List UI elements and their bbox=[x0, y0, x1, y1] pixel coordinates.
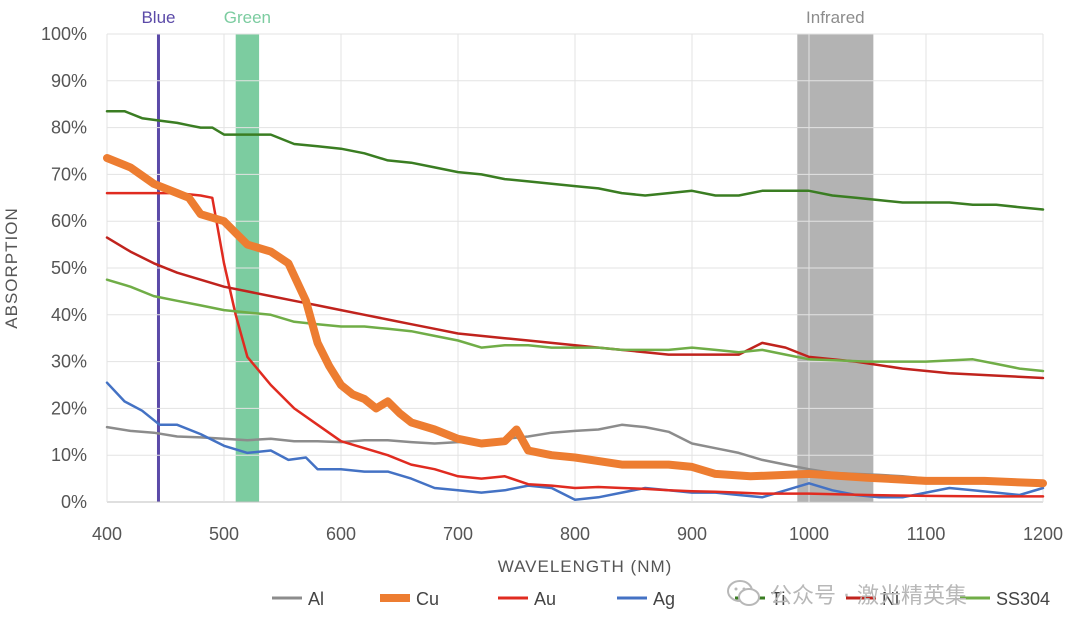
x-tick-label: 1200 bbox=[1023, 524, 1063, 544]
legend-label-cu: Cu bbox=[416, 589, 439, 609]
y-axis-title: ABSORPTION bbox=[2, 207, 21, 328]
x-axis-title: WAVELENGTH (NM) bbox=[498, 557, 673, 576]
x-tick-label: 500 bbox=[209, 524, 239, 544]
y-tick-label: 50% bbox=[51, 258, 87, 278]
tick-layer: 0% 10% 20% 30% 40% 50% 60% 70% 80% 90% 100% 400 500 6… bbox=[41, 24, 1063, 544]
grid-layer bbox=[106, 33, 1044, 503]
y-tick-label: 70% bbox=[51, 164, 87, 184]
band-label-blue: Blue bbox=[141, 8, 175, 27]
series-line-cu bbox=[103, 154, 1047, 488]
x-tick-label: 700 bbox=[443, 524, 473, 544]
band-label-green: Green bbox=[224, 8, 271, 27]
series-line-ni bbox=[105, 236, 1045, 380]
legend-label-al: Al bbox=[308, 589, 324, 609]
series-layer bbox=[103, 109, 1047, 501]
y-tick-label: 40% bbox=[51, 305, 87, 325]
series-line-ag bbox=[105, 381, 1045, 501]
x-tick-label: 1000 bbox=[789, 524, 829, 544]
legend-label-ag: Ag bbox=[653, 589, 675, 609]
x-tick-label: 400 bbox=[92, 524, 122, 544]
y-tick-label: 60% bbox=[51, 211, 87, 231]
legend-label-ss304: SS304 bbox=[996, 589, 1050, 609]
watermark-text: 公众号 · 激光精英集 bbox=[770, 584, 967, 609]
y-tick-label: 90% bbox=[51, 71, 87, 91]
legend-label-ti: Ti bbox=[771, 589, 785, 609]
x-tick-label: 900 bbox=[677, 524, 707, 544]
y-tick-label: 100% bbox=[41, 24, 87, 44]
legend-label-au: Au bbox=[534, 589, 556, 609]
y-tick-label: 0% bbox=[61, 492, 87, 512]
legend-label-ni: Ni bbox=[882, 589, 899, 609]
wechat-icon bbox=[727, 580, 760, 606]
x-tick-label: 800 bbox=[560, 524, 590, 544]
y-tick-label: 20% bbox=[51, 398, 87, 418]
y-tick-label: 10% bbox=[51, 445, 87, 465]
series-line-ss304 bbox=[105, 278, 1045, 373]
y-tick-label: 30% bbox=[51, 352, 87, 372]
x-tick-label: 1100 bbox=[907, 524, 946, 544]
band-label-infrared: Infrared bbox=[806, 8, 865, 27]
band-label-layer: Blue Green Infrared bbox=[141, 8, 864, 27]
series-line-ti bbox=[105, 109, 1045, 211]
legend: Al Cu Au Ag Ti Ni SS304 bbox=[272, 589, 1050, 609]
y-tick-label: 80% bbox=[51, 118, 87, 138]
series-line-au bbox=[105, 191, 1045, 498]
x-tick-label: 600 bbox=[326, 524, 356, 544]
watermark: 公众号 · 激光精英集 bbox=[726, 574, 1056, 614]
